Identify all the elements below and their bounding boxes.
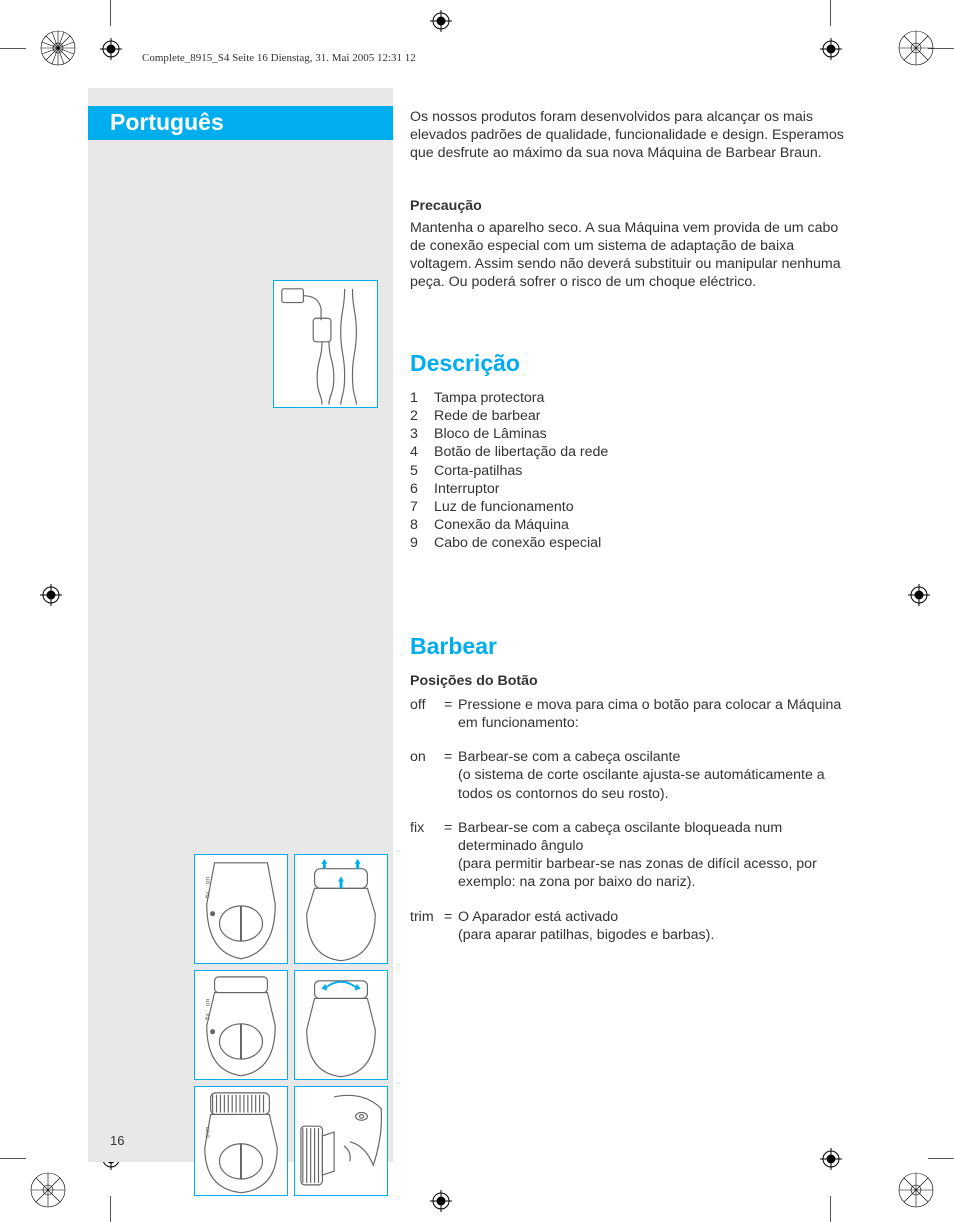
switch-value: Barbear-se com a cabeça oscilante bloque… (458, 819, 850, 892)
description-item: 1Tampa protectora (410, 389, 850, 407)
figure-switch-fix-2 (294, 970, 388, 1080)
registration-mark-icon (430, 10, 452, 32)
description-item-label: Botão de libertação da rede (434, 443, 608, 461)
registration-mark-icon (40, 584, 62, 606)
language-banner: Português (88, 106, 393, 140)
description-item: 2Rede de barbear (410, 407, 850, 425)
switch-equals: = (444, 696, 458, 732)
description-item: 6Interruptor (410, 480, 850, 498)
intro-paragraph: Os nossos produtos foram desenvolvidos p… (410, 108, 850, 163)
switch-row: trim=O Aparador está activado(para apara… (410, 908, 850, 944)
description-item: 7Luz de funcionamento (410, 498, 850, 516)
shaving-subheading: Posições do Botão (410, 672, 850, 690)
description-item: 5Corta-patilhas (410, 462, 850, 480)
shaving-heading: Barbear (410, 632, 850, 661)
description-item-label: Interruptor (434, 480, 499, 498)
description-item-number: 5 (410, 462, 434, 480)
crop-line (0, 1158, 26, 1159)
registration-mark-icon (908, 584, 930, 606)
switch-key: fix (410, 819, 444, 892)
description-heading: Descrição (410, 349, 850, 378)
registration-mark-icon (100, 38, 122, 60)
corner-ornament-icon (40, 30, 76, 66)
description-item: 3Bloco de Lâminas (410, 425, 850, 443)
description-item-label: Cabo de conexão especial (434, 534, 601, 552)
registration-mark-icon (820, 38, 842, 60)
crop-line (830, 1196, 831, 1222)
figure-switch-fix-1: fix on (194, 970, 288, 1080)
figure-switch-on-2 (294, 854, 388, 964)
page-number: 16 (110, 1133, 124, 1148)
grey-sidebar: Português (88, 88, 393, 1162)
crop-line (110, 1196, 111, 1222)
crop-line (110, 0, 111, 26)
crop-line (0, 48, 26, 49)
corner-ornament-icon (898, 1172, 934, 1208)
description-item-label: Bloco de Lâminas (434, 425, 547, 443)
switch-value: Barbear-se com a cabeça oscilante(o sist… (458, 748, 850, 803)
registration-mark-icon (430, 1190, 452, 1212)
switch-value: Pressione e mova para cima o botão para … (458, 696, 850, 732)
description-item: 4Botão de libertação da rede (410, 443, 850, 461)
main-content: Os nossos produtos foram desenvolvidos p… (410, 108, 850, 960)
description-item-number: 6 (410, 480, 434, 498)
corner-ornament-icon (30, 1172, 66, 1208)
description-item: 8Conexão da Máquina (410, 516, 850, 534)
caution-body: Mantenha o aparelho seco. A sua Máquina … (410, 219, 850, 292)
description-item-label: Luz de funcionamento (434, 498, 574, 516)
switch-row: on=Barbear-se com a cabeça oscilante(o s… (410, 748, 850, 803)
svg-text:trim: trim (205, 1126, 212, 1138)
description-item-label: Corta-patilhas (434, 462, 522, 480)
registration-mark-icon (820, 1148, 842, 1170)
switch-key: trim (410, 908, 444, 944)
figure-switch-trim-2 (294, 1086, 388, 1196)
svg-text:fix: fix (205, 891, 212, 898)
description-item-number: 4 (410, 443, 434, 461)
description-item: 9Cabo de conexão especial (410, 534, 850, 552)
svg-text:on: on (205, 877, 212, 885)
description-item-number: 9 (410, 534, 434, 552)
description-item-number: 3 (410, 425, 434, 443)
running-header: Complete_8915_S4 Seite 16 Dienstag, 31. … (142, 52, 416, 64)
switch-row: fix=Barbear-se com a cabeça oscilante bl… (410, 819, 850, 892)
svg-text:fix: fix (205, 1013, 212, 1020)
switch-value: O Aparador está activado(para aparar pat… (458, 908, 850, 944)
description-item-number: 8 (410, 516, 434, 534)
switch-equals: = (444, 748, 458, 803)
description-item-label: Tampa protectora (434, 389, 544, 407)
page: Complete_8915_S4 Seite 16 Dienstag, 31. … (0, 0, 954, 1222)
switch-positions-table: off=Pressione e mova para cima o botão p… (410, 696, 850, 944)
crop-line (928, 1158, 954, 1159)
crop-line (830, 0, 831, 26)
description-item-label: Rede de barbear (434, 407, 540, 425)
figure-switch-trim-1: trim (194, 1086, 288, 1196)
description-list: 1Tampa protectora2Rede de barbear3Bloco … (410, 389, 850, 553)
switch-row: off=Pressione e mova para cima o botão p… (410, 696, 850, 732)
switch-key: on (410, 748, 444, 803)
figure-cord (273, 280, 378, 408)
description-item-number: 7 (410, 498, 434, 516)
svg-text:on: on (205, 998, 212, 1006)
caution-heading: Precaução (410, 197, 850, 215)
corner-ornament-icon (898, 30, 934, 66)
description-item-number: 1 (410, 389, 434, 407)
switch-equals: = (444, 908, 458, 944)
description-item-number: 2 (410, 407, 434, 425)
switch-key: off (410, 696, 444, 732)
figure-switch-on-1: fix on (194, 854, 288, 964)
description-item-label: Conexão da Máquina (434, 516, 569, 534)
switch-equals: = (444, 819, 458, 892)
